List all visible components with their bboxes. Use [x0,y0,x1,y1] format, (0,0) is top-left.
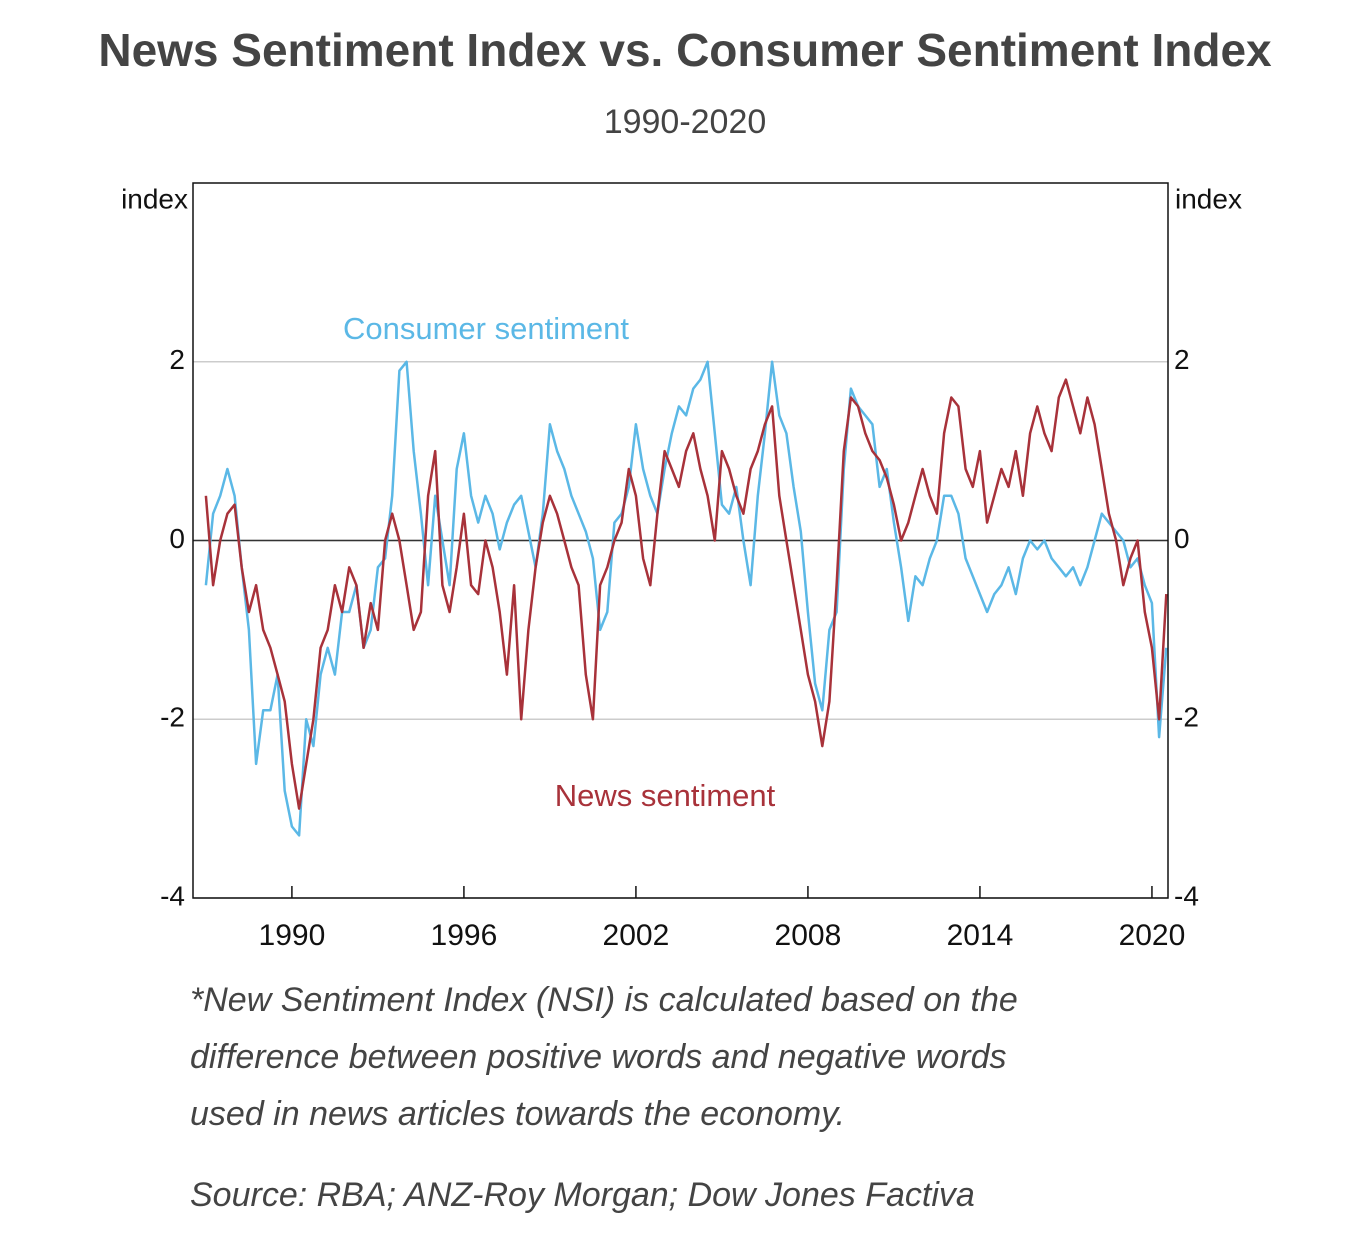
y2-tick-label: 2 [1174,344,1190,375]
x-tick-label: 2008 [775,919,842,952]
source: Source: RBA; ANZ-Roy Morgan; Dow Jones F… [190,1176,975,1214]
legend-label: Consumer sentiment [343,311,629,346]
x-tick-label: 1990 [259,919,326,952]
x-tick-label: 2014 [947,919,1014,952]
y-axis-label: index [121,183,188,214]
chart-title: News Sentiment Index vs. Consumer Sentim… [98,24,1272,76]
legend-label: News sentiment [555,778,776,813]
y-tick-label: -4 [160,880,185,911]
y-tick-label: -2 [160,702,185,733]
series-line [204,360,1168,837]
x-tick-label: 2020 [1119,919,1186,952]
y2-axis-label: index [1175,183,1242,214]
note-line: used in news articles towards the econom… [190,1095,845,1133]
y-tick-label: 2 [169,344,185,375]
x-tick-label: 1996 [431,919,498,952]
y-tick-label: 0 [169,523,185,554]
note-line: difference between positive words and ne… [190,1038,1006,1076]
x-tick-label: 2002 [603,919,670,952]
chart-subtitle: 1990-2020 [604,103,767,141]
note-line: *New Sentiment Index (NSI) is calculated… [190,981,1018,1019]
y2-tick-label: -4 [1174,880,1199,911]
y2-tick-label: 0 [1174,523,1190,554]
plot-frame [192,182,1169,899]
series-line [204,378,1168,810]
y2-tick-label: -2 [1174,702,1199,733]
